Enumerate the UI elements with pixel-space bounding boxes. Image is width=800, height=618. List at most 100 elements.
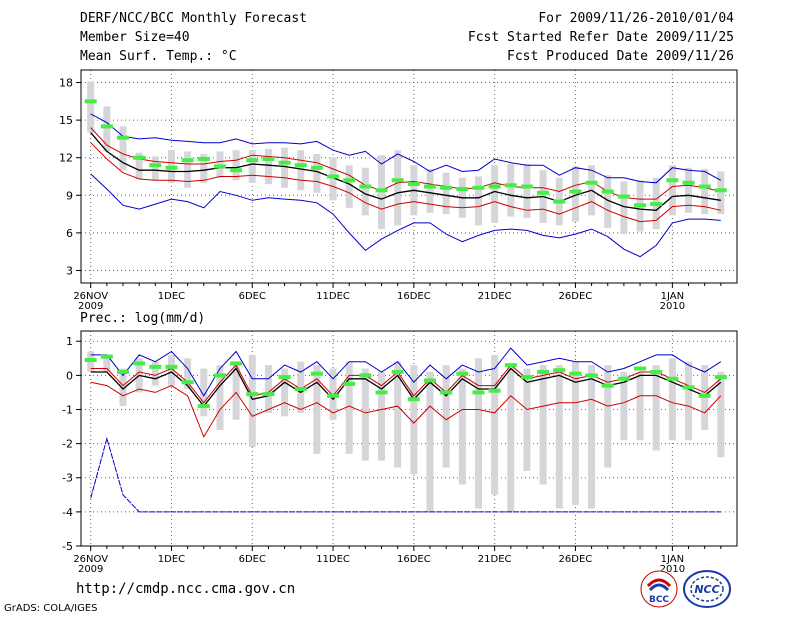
temp-median-mark (100, 124, 113, 129)
precip-median-mark (682, 385, 695, 390)
temp-median-mark (553, 199, 566, 204)
temp-median-mark (537, 190, 550, 195)
precip-max-line (90, 347, 722, 397)
temp-x-tick-label: 1JAN (661, 291, 684, 302)
precip-median-mark (197, 404, 210, 409)
precip-y-tick-label: -3 (62, 472, 73, 485)
temp-x-tick-label: 2010 (660, 301, 685, 312)
temp-median-mark (617, 194, 630, 199)
footer-url[interactable]: http://cmdp.ncc.cma.gov.cn (76, 581, 296, 597)
precip-median-mark (230, 361, 243, 366)
temp-median-mark (650, 202, 663, 207)
temp-spread-box (248, 150, 256, 183)
temp-spread-box (281, 147, 289, 188)
temp-spread-box (361, 167, 369, 216)
temp-x-tick-label: 11DEC (316, 291, 350, 302)
precip-median-mark (407, 397, 420, 402)
precip-spread-box (200, 368, 208, 417)
chart-title: DERF/NCC/BCC Monthly Forecast (80, 11, 307, 26)
precip-spread-box (232, 361, 240, 420)
temp-median-mark (472, 185, 485, 190)
precip-spread-box (410, 365, 418, 475)
precip-median-mark (456, 371, 469, 376)
precip-x-tick-label: 1DEC (158, 554, 185, 565)
precip-median-mark (213, 373, 226, 378)
precip-x-tick-label: 21DEC (478, 554, 512, 565)
bcc-logo-text: BCC (649, 595, 669, 605)
temp-spread-box (264, 148, 272, 185)
temp-median-mark (504, 183, 517, 188)
temp-median-mark (197, 156, 210, 161)
temp-median-mark (84, 99, 97, 104)
precip-spread-box (507, 365, 515, 512)
precip-spread-box (361, 368, 369, 461)
temp-spread-box (442, 172, 450, 215)
precip-p10-line (90, 381, 722, 438)
precip-spread-box (394, 361, 402, 468)
temp-median-mark (230, 168, 243, 173)
precip-y-tick-label: -4 (62, 506, 73, 519)
temp-median-mark (375, 188, 388, 193)
precip-spread-box (345, 361, 353, 454)
temp-spread-box (426, 168, 434, 213)
temp-x-tick-label: 2009 (78, 301, 103, 312)
temp-median-mark (440, 185, 453, 190)
precip-median-mark (294, 387, 307, 392)
precip-median-mark (391, 369, 404, 374)
precip-spread-box (281, 368, 289, 417)
temp-spread-box (717, 171, 725, 215)
temp-median-mark (294, 163, 307, 168)
temp-spread-box (523, 163, 531, 218)
precip-spread-box (442, 365, 450, 468)
precip-y-tick-label: -1 (62, 403, 73, 416)
temp-median-mark (343, 178, 356, 183)
temp-median-mark (262, 156, 275, 161)
temp-y-tick-label: 15 (59, 114, 73, 127)
precip-median-mark (504, 363, 517, 368)
precip-median-mark (84, 358, 97, 363)
precip-min-line (90, 436, 721, 513)
temp-spread-box (345, 165, 353, 208)
temp-spread-box (668, 165, 676, 216)
precip-p90-line (90, 364, 722, 404)
precip-y-tick-label: 0 (66, 369, 73, 382)
precip-spread-box (555, 365, 563, 509)
precip-median-mark (585, 373, 598, 378)
temp-spread-box (184, 151, 192, 188)
precip-spread-box (248, 354, 256, 448)
precip-spread-box (216, 365, 224, 430)
precip-spread-box (604, 365, 612, 468)
precip-median-mark (100, 354, 113, 359)
precip-x-tick-label: 26DEC (559, 554, 593, 565)
precip-median-mark (714, 375, 727, 380)
temp-median-mark (601, 189, 614, 194)
forecast-period: For 2009/11/26-2010/01/04 (538, 11, 734, 26)
precip-spread-box (571, 361, 579, 506)
temp-median-mark (359, 184, 372, 189)
precip-median-mark (520, 375, 533, 380)
temp-spread-box (685, 167, 693, 213)
temp-variable-label: Mean Surf. Temp.: °C (80, 49, 237, 64)
precip-median-mark (569, 371, 582, 376)
precip-spread-box (426, 371, 434, 512)
precip-median-mark (553, 368, 566, 373)
precip-median-mark (488, 388, 501, 393)
temp-spread-box (701, 168, 709, 215)
temp-median-mark (149, 163, 162, 168)
precip-median-mark (698, 393, 711, 398)
precip-x-tick-label: 2010 (660, 564, 685, 575)
precip-median-mark (165, 364, 178, 369)
temp-spread-box (313, 153, 321, 193)
temp-median-mark (569, 189, 582, 194)
temp-median-mark (585, 180, 598, 185)
precip-spread-box (652, 365, 660, 451)
precip-spread-box (588, 365, 596, 509)
temp-median-mark (391, 178, 404, 183)
temp-spread-box (329, 157, 337, 201)
precip-plot-frame (80, 330, 738, 547)
temp-x-tick-label: 1DEC (158, 291, 185, 302)
precip-y-tick-label: -5 (62, 540, 73, 553)
precip-spread-box (458, 368, 466, 485)
temp-median-mark (310, 165, 323, 170)
